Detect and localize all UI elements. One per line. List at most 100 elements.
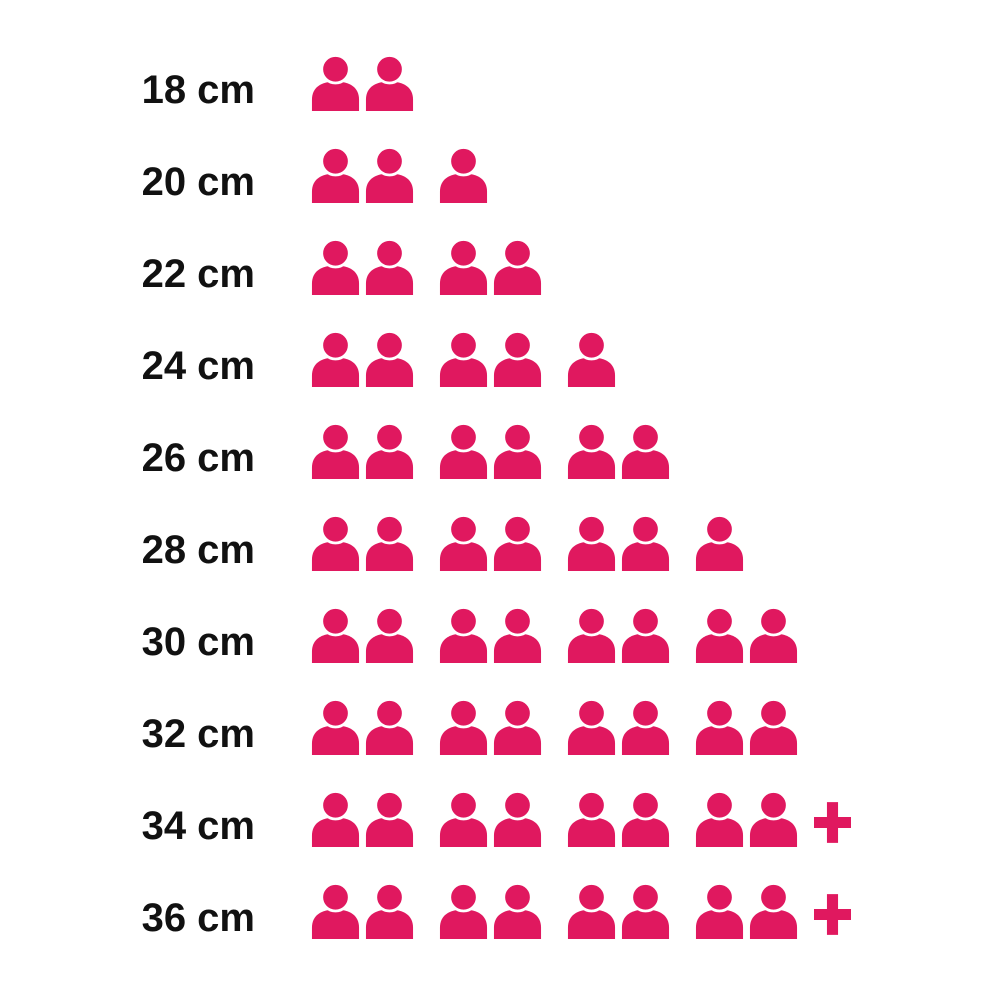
- person-icon: [365, 789, 414, 847]
- icon-pair: [310, 697, 415, 755]
- icon-pair: [438, 145, 489, 203]
- icon-pair: [566, 605, 671, 663]
- icon-row: [310, 329, 617, 387]
- person-icon: [365, 605, 414, 663]
- icon-pair: [438, 513, 543, 571]
- row-label: 22 cm: [141, 251, 255, 296]
- person-icon: [493, 237, 542, 295]
- row-label: 26 cm: [141, 435, 255, 480]
- icon-pair: [438, 881, 543, 939]
- person-icon: [311, 513, 360, 571]
- person-icon: [311, 421, 360, 479]
- person-icon: [311, 53, 360, 111]
- icon-pair: [310, 421, 415, 479]
- person-icon: [621, 421, 670, 479]
- person-icon: [567, 329, 616, 387]
- icon-row: [310, 237, 543, 295]
- icon-pair: [310, 881, 415, 939]
- person-icon: [567, 881, 616, 939]
- icon-pair: [694, 605, 799, 663]
- person-icon: [749, 605, 798, 663]
- icon-pair: [438, 789, 543, 847]
- icon-pair: [438, 605, 543, 663]
- icon-pair: [438, 237, 543, 295]
- icon-pair: [438, 329, 543, 387]
- pictogram-row: 34 cm: [0, 772, 1000, 864]
- pictogram-row: 28 cm: [0, 496, 1000, 588]
- icon-pair: [310, 789, 415, 847]
- pictogram-row: 36 cm: [0, 864, 1000, 956]
- person-icon: [567, 605, 616, 663]
- person-icon: [439, 421, 488, 479]
- person-icon: [493, 881, 542, 939]
- row-label: 32 cm: [141, 711, 255, 756]
- icon-pair: [694, 881, 799, 939]
- icon-pair: [310, 237, 415, 295]
- icon-row: [310, 605, 799, 663]
- icon-pair: [566, 421, 671, 479]
- person-icon: [567, 789, 616, 847]
- person-icon: [311, 789, 360, 847]
- pictogram-row: 18 cm: [0, 36, 1000, 128]
- person-icon: [749, 697, 798, 755]
- pictogram-row: 24 cm: [0, 312, 1000, 404]
- person-icon: [439, 145, 488, 203]
- person-icon: [621, 697, 670, 755]
- icon-pair: [566, 881, 671, 939]
- person-icon: [567, 513, 616, 571]
- icon-pair: [566, 513, 671, 571]
- icon-pair: [694, 789, 799, 847]
- person-icon: [365, 513, 414, 571]
- icon-row: [310, 145, 489, 203]
- icon-row: [310, 697, 799, 755]
- pictogram-row: 20 cm: [0, 128, 1000, 220]
- icon-row: [310, 53, 415, 111]
- person-icon: [365, 881, 414, 939]
- pictogram-row: 26 cm: [0, 404, 1000, 496]
- person-icon: [749, 881, 798, 939]
- person-icon: [365, 421, 414, 479]
- person-icon: [439, 881, 488, 939]
- person-icon: [311, 329, 360, 387]
- person-icon: [493, 605, 542, 663]
- person-icon: [311, 697, 360, 755]
- row-label: 24 cm: [141, 343, 255, 388]
- person-icon: [311, 237, 360, 295]
- person-icon: [439, 605, 488, 663]
- person-icon: [493, 421, 542, 479]
- icon-pair: [310, 329, 415, 387]
- person-icon: [695, 605, 744, 663]
- person-icon: [621, 789, 670, 847]
- person-icon: [365, 237, 414, 295]
- person-icon: [311, 881, 360, 939]
- person-icon: [365, 329, 414, 387]
- person-icon: [439, 789, 488, 847]
- icon-row: [310, 881, 851, 939]
- person-icon: [365, 53, 414, 111]
- person-icon: [493, 329, 542, 387]
- person-icon: [439, 237, 488, 295]
- person-icon: [567, 421, 616, 479]
- row-label: 28 cm: [141, 527, 255, 572]
- person-icon: [695, 789, 744, 847]
- person-icon: [365, 697, 414, 755]
- icon-pair: [694, 513, 745, 571]
- icon-row: [310, 513, 745, 571]
- person-icon: [621, 513, 670, 571]
- row-label: 20 cm: [141, 159, 255, 204]
- icon-pair: [310, 513, 415, 571]
- pictogram-row: 22 cm: [0, 220, 1000, 312]
- icon-row: [310, 421, 671, 479]
- row-label: 34 cm: [141, 803, 255, 848]
- person-icon: [311, 145, 360, 203]
- person-icon: [439, 513, 488, 571]
- person-icon: [695, 513, 744, 571]
- person-icon: [439, 329, 488, 387]
- person-icon: [749, 789, 798, 847]
- plus-icon: [814, 801, 851, 843]
- icon-pair: [310, 53, 415, 111]
- person-icon: [311, 605, 360, 663]
- icon-pair: [438, 421, 543, 479]
- plus-icon: [814, 893, 851, 935]
